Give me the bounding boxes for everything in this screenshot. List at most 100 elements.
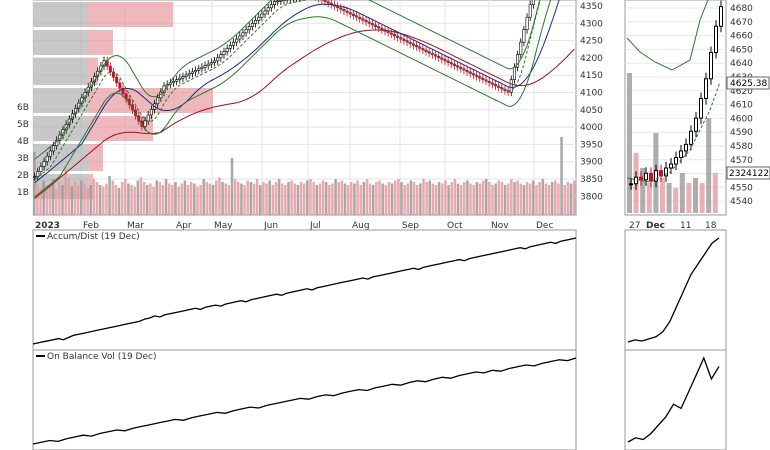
x-tick-label: Oct xyxy=(447,221,463,231)
volume-bar xyxy=(130,185,133,215)
volume-bar xyxy=(513,182,516,215)
volume-bar xyxy=(265,183,268,215)
volume-bar xyxy=(120,182,124,215)
volume-bar xyxy=(152,186,155,215)
volume-bar xyxy=(158,182,162,215)
candle-body xyxy=(143,120,147,127)
volume-bar xyxy=(171,185,174,215)
volume-bar xyxy=(293,183,297,215)
volume-bar xyxy=(422,179,425,215)
candle-body xyxy=(171,80,175,84)
volume-bar xyxy=(42,180,45,215)
volume-bar xyxy=(646,183,652,213)
volume-bar xyxy=(51,179,55,215)
volume-bar xyxy=(45,185,49,215)
volume-bar xyxy=(425,182,428,215)
volume-bar xyxy=(102,186,105,215)
candle-body xyxy=(118,82,122,89)
volume-bar xyxy=(240,183,243,215)
volume-bar xyxy=(699,183,705,213)
y-tick-label: 4000 xyxy=(580,123,603,133)
y-tick-label: 3800 xyxy=(580,192,603,202)
candle-body xyxy=(490,82,494,85)
y-tick-label: 4150 xyxy=(580,71,603,81)
volume-bar xyxy=(124,179,127,215)
candle-body xyxy=(516,54,520,68)
volume-bar xyxy=(73,182,77,215)
volume-bar xyxy=(237,182,240,215)
volume-bar xyxy=(343,183,347,215)
volume-bar xyxy=(189,182,193,215)
volume-bar xyxy=(111,180,115,215)
volume-bar xyxy=(393,180,397,215)
volume-bar xyxy=(321,180,325,215)
volume-bar xyxy=(145,185,149,215)
volume-bar xyxy=(481,180,485,215)
volume-bar xyxy=(177,186,180,215)
volume-bar xyxy=(381,183,384,215)
price-zoom-panel: 4680467046604650464046304620461046004590… xyxy=(624,0,770,231)
volume-bar xyxy=(503,185,507,215)
volume-bar xyxy=(375,182,378,215)
candle-body xyxy=(699,97,703,119)
candle-body xyxy=(342,9,346,12)
volume-bar xyxy=(494,183,497,215)
candle-body xyxy=(257,16,261,21)
volume-bar xyxy=(117,188,121,215)
volume-bar xyxy=(387,182,391,215)
candle-body xyxy=(269,4,273,9)
volume-bar xyxy=(246,180,249,215)
volume-bar xyxy=(506,183,510,215)
volume-bar xyxy=(673,188,679,213)
volume-bar xyxy=(640,168,646,213)
volume-bar xyxy=(368,183,372,215)
candle-body xyxy=(481,77,485,80)
volume-bar xyxy=(302,183,306,215)
volume-bar xyxy=(409,180,413,215)
candle-body xyxy=(250,23,254,27)
y-tick-label: 4620 xyxy=(730,87,753,97)
candle-body xyxy=(206,63,210,66)
candle-body xyxy=(197,68,201,71)
candle-body xyxy=(36,171,40,177)
candle-body xyxy=(674,157,678,165)
volume-bar xyxy=(167,183,171,215)
volume-bar xyxy=(350,182,353,215)
volume-bar xyxy=(58,182,61,215)
y-tick-label: 4050 xyxy=(580,106,603,116)
candle-body xyxy=(228,45,232,49)
candle-body xyxy=(427,51,431,54)
volume-bar xyxy=(491,185,494,215)
candle-body xyxy=(654,170,658,182)
volume-bar xyxy=(221,182,224,215)
on-balance-vol-zoom-line xyxy=(627,356,720,443)
candle-body xyxy=(254,20,258,24)
x-tick-label: 27 xyxy=(629,221,640,231)
candle-body xyxy=(33,176,37,178)
volume-bar xyxy=(61,185,64,215)
volume-bar xyxy=(666,183,672,213)
candle-body xyxy=(146,114,150,122)
volume-bar xyxy=(362,182,366,215)
volume-bar xyxy=(98,185,102,215)
candle-body xyxy=(694,117,698,132)
volume-bar xyxy=(227,185,231,215)
candle-body xyxy=(351,13,355,16)
volume-bar xyxy=(532,180,535,215)
ma-20-line xyxy=(34,0,541,181)
candle-body xyxy=(209,62,213,65)
bollinger-upper-line xyxy=(34,0,541,160)
volume-bar xyxy=(64,168,67,215)
volume-bar xyxy=(315,185,319,215)
ma-20-line xyxy=(626,81,721,183)
candle-body xyxy=(649,172,653,182)
candle-body xyxy=(276,0,280,3)
volume-bar xyxy=(519,183,523,215)
volume-bar xyxy=(353,183,356,215)
candle-body xyxy=(392,34,396,37)
volume-bar xyxy=(660,178,665,213)
volume-bar xyxy=(180,183,184,215)
candle-body xyxy=(704,78,708,99)
volume-bar xyxy=(89,185,93,215)
